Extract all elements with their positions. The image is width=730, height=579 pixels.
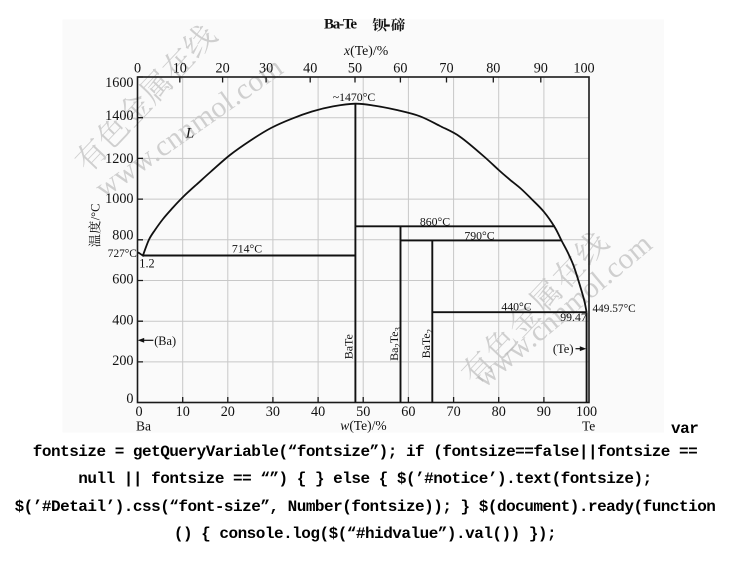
svg-text:100: 100 [576, 404, 597, 420]
svg-text:L: L [185, 126, 194, 142]
svg-text:800: 800 [112, 228, 133, 244]
svg-text:600: 600 [112, 272, 133, 288]
svg-text:0: 0 [126, 391, 133, 407]
svg-text:(Ba): (Ba) [154, 334, 176, 348]
svg-text:40: 40 [311, 404, 325, 420]
svg-text:~1470°C: ~1470°C [333, 90, 376, 104]
svg-text:99.47: 99.47 [560, 310, 587, 324]
svg-text:0: 0 [135, 404, 142, 420]
svg-text:70: 70 [439, 60, 453, 76]
svg-text:BaTe2: BaTe2 [419, 329, 435, 358]
svg-text:20: 20 [221, 404, 235, 420]
svg-text:200: 200 [112, 353, 133, 369]
svg-text:60: 60 [393, 60, 407, 76]
svg-text:Ba: Ba [136, 418, 151, 433]
svg-text:60: 60 [401, 404, 415, 420]
svg-text:20: 20 [216, 60, 230, 76]
svg-text:440°C: 440°C [501, 299, 531, 313]
svg-text:860°C: 860°C [420, 214, 450, 228]
svg-text:10: 10 [173, 60, 187, 76]
svg-text:40: 40 [303, 60, 317, 76]
svg-text:0: 0 [134, 60, 141, 76]
svg-text:1400: 1400 [105, 108, 133, 124]
svg-text:714°C: 714°C [232, 242, 262, 256]
svg-text:1.2: 1.2 [139, 257, 154, 271]
svg-text:BaTe: BaTe [341, 334, 355, 359]
svg-text:50: 50 [356, 404, 370, 420]
svg-text:90: 90 [534, 60, 548, 76]
svg-text:/°C: /°C [89, 203, 103, 220]
svg-text:(Te): (Te) [553, 342, 574, 356]
svg-text:30: 30 [259, 60, 273, 76]
svg-text:30: 30 [266, 404, 280, 420]
svg-text:Te: Te [582, 418, 595, 433]
svg-text:1200: 1200 [105, 151, 133, 167]
svg-text:w(Te)/%: w(Te)/% [340, 418, 386, 433]
svg-text:70: 70 [447, 404, 461, 420]
svg-text:400: 400 [112, 312, 133, 328]
svg-text:80: 80 [486, 60, 500, 76]
svg-text:90: 90 [537, 404, 551, 420]
svg-text:790°C: 790°C [464, 229, 494, 243]
svg-text:1600: 1600 [105, 75, 133, 91]
svg-text:100: 100 [573, 60, 594, 76]
svg-text:449.57°C: 449.57°C [593, 303, 636, 315]
svg-text:10: 10 [176, 404, 190, 420]
svg-text:727°C: 727°C [108, 248, 137, 260]
svg-text:x(Te)/%: x(Te)/% [343, 43, 389, 59]
svg-text:1000: 1000 [105, 191, 133, 207]
svg-text:Ba2Te3: Ba2Te3 [387, 327, 403, 361]
svg-text:50: 50 [348, 60, 362, 76]
svg-text:80: 80 [492, 404, 506, 420]
svg-text:Ba-Te: Ba-Te [324, 17, 357, 33]
